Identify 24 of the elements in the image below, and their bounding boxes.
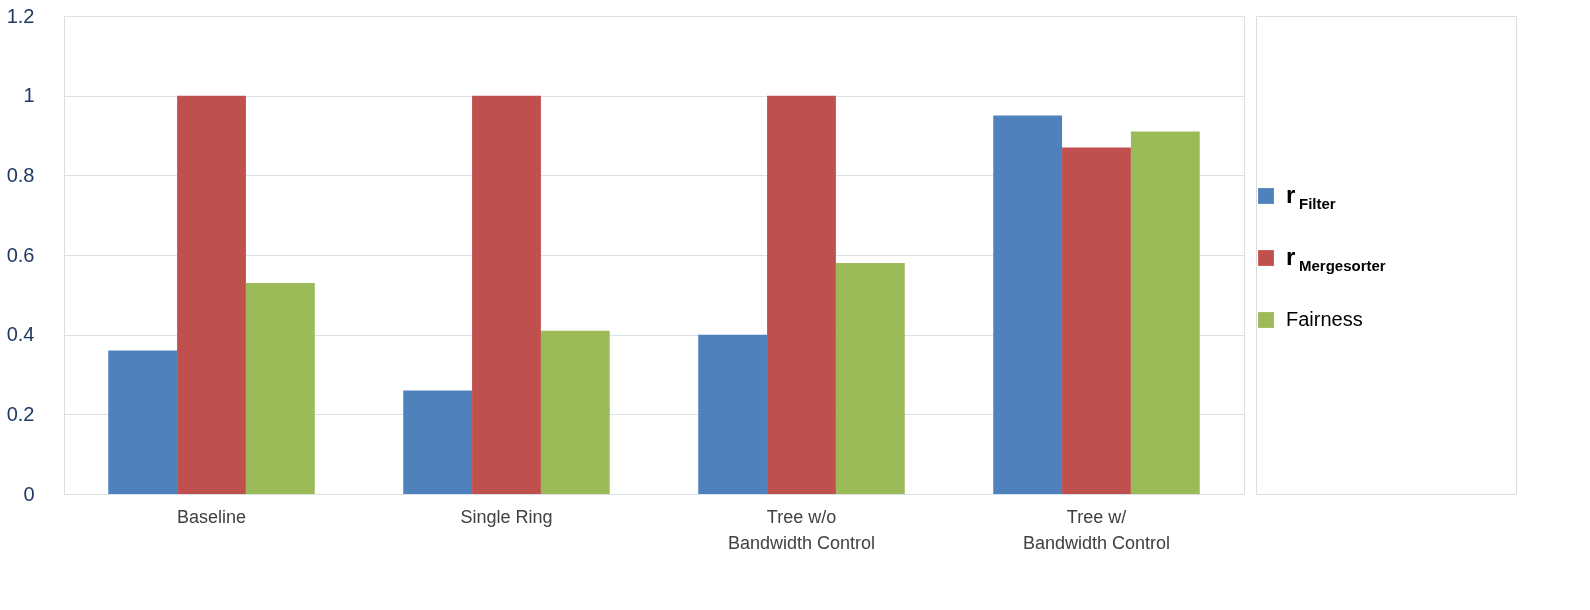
y-tick-label: 0.6 xyxy=(6,243,35,266)
bar xyxy=(993,115,1063,494)
bar xyxy=(540,330,610,494)
y-tick-label: 0.4 xyxy=(6,323,35,346)
y-tick-label: 0 xyxy=(23,482,35,505)
y-tick-label: 1.2 xyxy=(6,4,35,27)
y-tick-label: 1 xyxy=(23,84,35,107)
bar xyxy=(1062,147,1131,494)
bar xyxy=(108,350,178,494)
bar xyxy=(767,95,836,494)
bar xyxy=(403,390,473,494)
y-tick-label: 0.2 xyxy=(6,402,35,425)
x-tick-label: Single Ring xyxy=(460,506,553,527)
bar xyxy=(177,95,246,494)
bar xyxy=(835,262,905,494)
x-tick-label: Tree w/o Bandwidth Control xyxy=(727,506,876,553)
x-tick-label: Baseline xyxy=(176,506,247,527)
bar xyxy=(472,95,541,494)
bar xyxy=(245,282,315,494)
bar xyxy=(1130,131,1200,494)
y-tick-label: 0.8 xyxy=(6,163,35,186)
x-tick-label: Tree w/ Bandwidth Control xyxy=(1022,506,1171,553)
legend-label: Fairness xyxy=(1286,308,1363,330)
bar xyxy=(698,334,768,494)
